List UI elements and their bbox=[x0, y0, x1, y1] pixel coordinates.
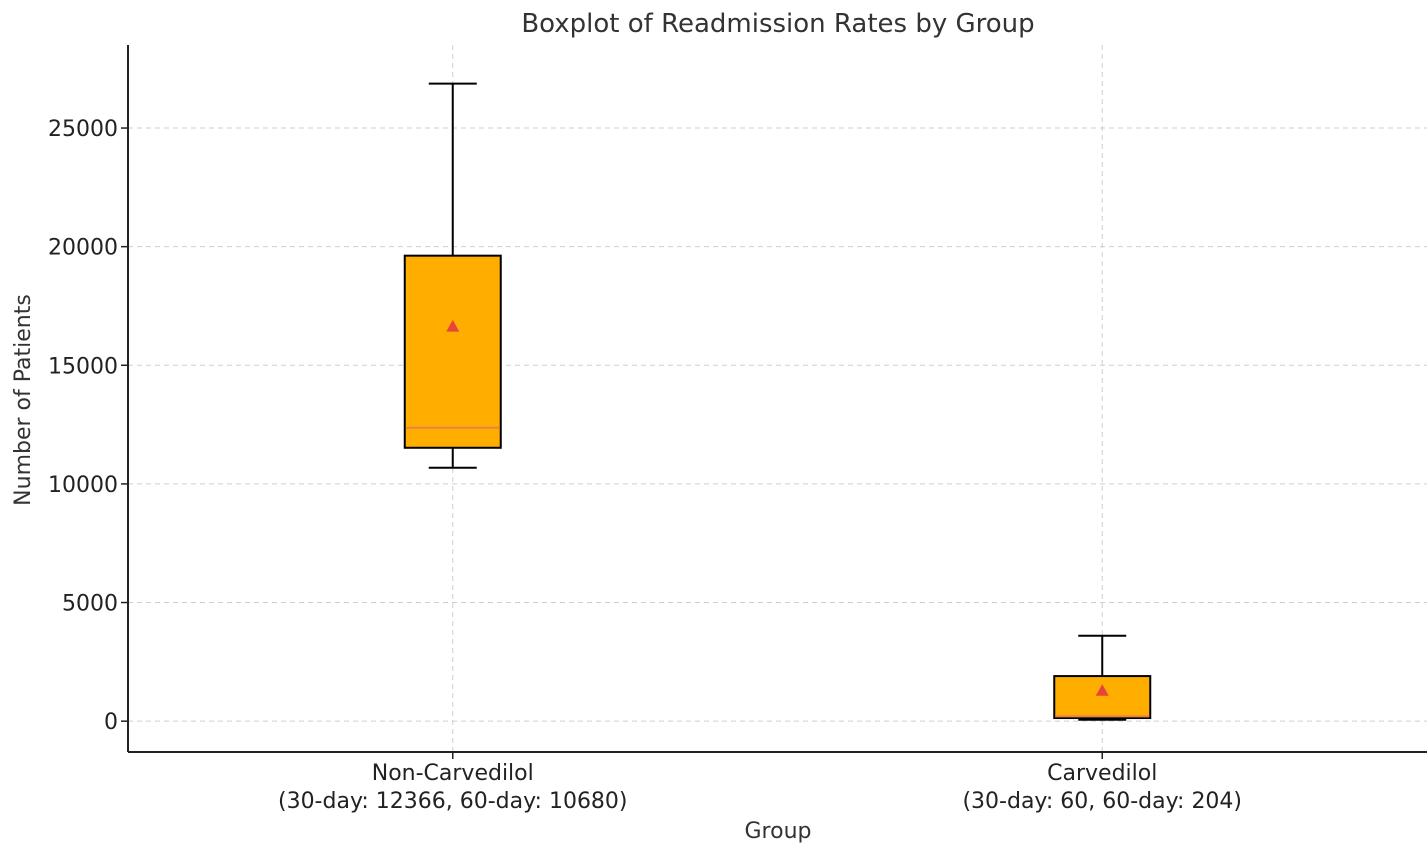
box-group bbox=[403, 82, 502, 469]
y-tick-label: 10000 bbox=[48, 473, 118, 498]
axis-layer: 0 5000 10000 15000 20000 25000 Non-Carvedilol (… bbox=[48, 45, 1427, 814]
x-tick-label-name: Non-Carvedilol bbox=[372, 761, 534, 786]
iqr-box bbox=[1053, 675, 1152, 720]
y-tick-label: 0 bbox=[104, 710, 118, 735]
x-tick-label-detail: (30-day: 60, 60-day: 204) bbox=[962, 789, 1242, 814]
y-tick-label: 20000 bbox=[48, 236, 118, 261]
x-axis-label: Group bbox=[745, 819, 812, 844]
box-layer bbox=[403, 82, 1152, 721]
grid-layer bbox=[128, 45, 1427, 752]
x-tick-label-name: Carvedilol bbox=[1047, 761, 1157, 786]
mean-marker bbox=[446, 319, 460, 332]
y-tick-label: 25000 bbox=[48, 117, 118, 142]
x-tick-label-detail: (30-day: 12366, 60-day: 10680) bbox=[278, 789, 628, 814]
y-tick-label: 5000 bbox=[62, 592, 118, 617]
mean-marker bbox=[1095, 684, 1109, 696]
iqr-box bbox=[403, 254, 502, 449]
y-axis-label: Number of Patients bbox=[11, 294, 36, 506]
chart-title: Boxplot of Readmission Rates by Group bbox=[521, 9, 1034, 39]
y-tick-label: 15000 bbox=[48, 354, 118, 379]
box-group bbox=[1053, 634, 1152, 721]
